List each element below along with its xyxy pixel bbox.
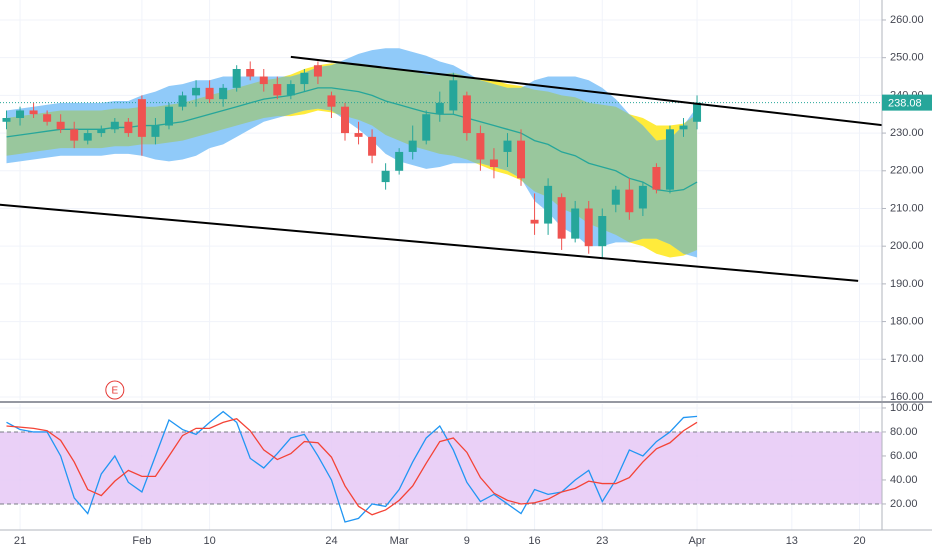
y-tick-label: 60.00 [890, 450, 918, 462]
candle-body [449, 80, 458, 111]
stoch-band [0, 431, 882, 504]
candle-body [70, 129, 79, 141]
candle-body [232, 68, 241, 88]
candle-body [693, 102, 702, 122]
candle-body [368, 136, 377, 156]
trendline [0, 203, 859, 282]
y-tick-label: 40.00 [890, 474, 918, 486]
y-tick-label: 190.00 [890, 278, 924, 290]
y-tick-label: 80.00 [890, 426, 918, 438]
basis-line [6, 87, 698, 193]
candle-body [246, 68, 255, 77]
x-tick-label: Feb [132, 535, 151, 547]
y-tick-label: 200.00 [890, 240, 924, 252]
candle-body [300, 72, 309, 85]
candle-body [205, 87, 214, 100]
x-tick-label: 10 [203, 535, 215, 547]
candle-body [327, 95, 336, 107]
candle-body [611, 189, 620, 205]
candle-body [354, 133, 363, 137]
candle-body [462, 95, 471, 134]
y-tick-label: 250.00 [890, 52, 924, 64]
x-tick-label: Mar [390, 535, 409, 547]
candle-body [219, 87, 228, 100]
stoch-line [6, 418, 698, 516]
candle-body [273, 84, 282, 96]
candle-body [652, 167, 661, 190]
y-tick-label: 260.00 [890, 14, 924, 26]
x-tick-label: 21 [14, 535, 26, 547]
candle-body [56, 121, 65, 130]
band-overlap [6, 63, 698, 258]
candle-body [503, 140, 512, 152]
y-tick-label: 170.00 [890, 353, 924, 365]
candle-body [638, 185, 647, 209]
x-tick-label: 16 [528, 535, 540, 547]
candle-body [341, 106, 349, 134]
candle-body [544, 185, 553, 224]
candle-body [259, 76, 268, 85]
candle-body [584, 208, 593, 247]
y-tick-label: 160.00 [890, 391, 924, 403]
x-tick-label: 23 [596, 535, 608, 547]
candle-body [476, 133, 485, 160]
candle-body [395, 151, 404, 171]
candle-body [489, 159, 498, 168]
candle-body [2, 118, 11, 122]
candle-body [178, 95, 187, 107]
candle-body [517, 140, 526, 179]
last-price-label: 238.08 [888, 98, 922, 110]
x-tick-label: 9 [464, 535, 470, 547]
trendline [290, 55, 882, 127]
event-label: E [111, 386, 118, 397]
price-pane: E [0, 48, 882, 400]
candle-body [286, 84, 295, 96]
x-tick-label: 24 [325, 535, 337, 547]
y-tick-label: 180.00 [890, 315, 924, 327]
candle-body [43, 114, 52, 122]
candle-body [571, 208, 580, 239]
candle-body [110, 121, 119, 130]
candle-body [313, 65, 322, 77]
candle-body [124, 121, 133, 134]
y-tick-label: 20.00 [890, 498, 918, 510]
candle-body [192, 87, 201, 96]
y-tick-label: 220.00 [890, 165, 924, 177]
x-tick-label: 13 [786, 535, 798, 547]
y-tick-label: 230.00 [890, 127, 924, 139]
event-marker [105, 380, 125, 400]
y-tick-label: 210.00 [890, 202, 924, 214]
candle-body [625, 189, 634, 213]
candle-body [97, 129, 106, 134]
oscillator-pane [0, 410, 882, 523]
candle-body [164, 106, 173, 126]
candle-body [83, 133, 92, 141]
candle-body [29, 110, 38, 115]
x-tick-label: 20 [853, 535, 865, 547]
last-price-box [882, 94, 932, 111]
stoch-line [6, 410, 698, 523]
y-tick-label: 100.00 [890, 402, 924, 414]
candle-body [665, 129, 674, 190]
candle-body [381, 170, 390, 183]
candle-body [137, 99, 146, 137]
candle-body [16, 110, 25, 119]
x-tick-label: Apr [688, 535, 705, 547]
candle-body [598, 216, 607, 247]
candle-body [557, 197, 566, 239]
candle-body [435, 102, 444, 115]
candle-body [151, 125, 160, 137]
candle-body [408, 140, 417, 152]
candle-body [679, 125, 688, 130]
candle-body [530, 219, 539, 224]
candle-body [422, 114, 431, 141]
